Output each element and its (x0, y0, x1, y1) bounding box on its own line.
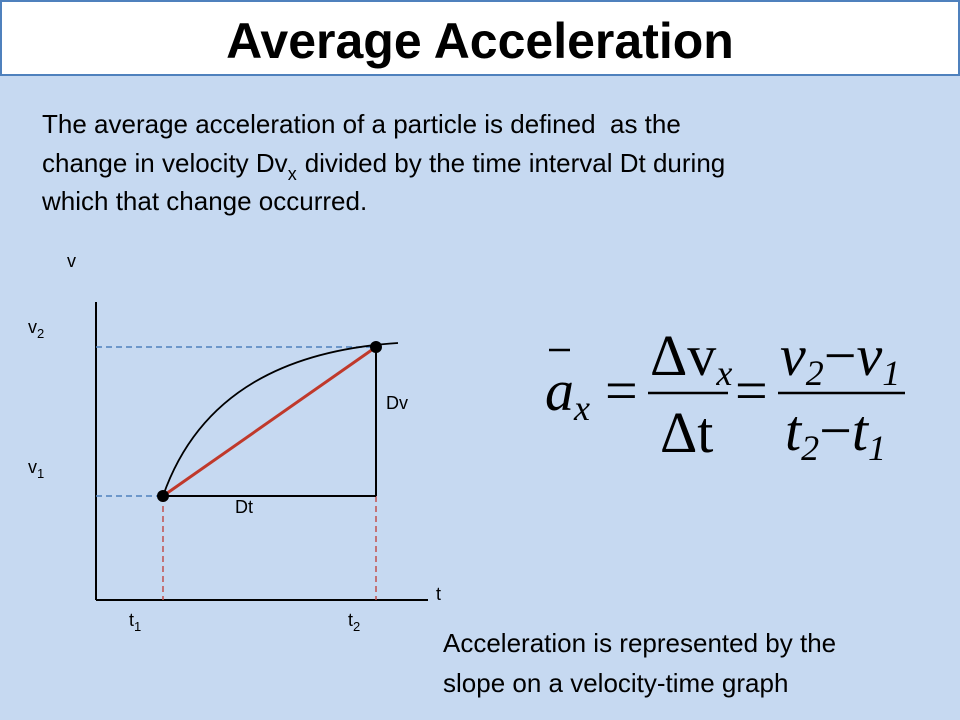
intro-line: The average acceleration of a particle i… (42, 109, 681, 139)
dv-label: Dv (386, 393, 408, 413)
point (370, 341, 382, 353)
fx-text: t (852, 398, 870, 463)
dt-label: Dt (235, 497, 253, 517)
label-sub: 2 (353, 619, 360, 634)
fx-den: t2−t1 (785, 398, 886, 468)
label-main: v (28, 457, 37, 477)
formula-lhs: ax (545, 358, 590, 428)
curve (162, 342, 399, 497)
fx-text: − (824, 323, 857, 388)
fx-sub: 1 (882, 353, 900, 393)
fx-sub: 1 (868, 428, 886, 468)
title-bar (0, 0, 960, 76)
label-main: t (348, 610, 353, 630)
fx-sub: 2 (806, 353, 824, 393)
fx-num: Δvx (650, 323, 732, 393)
caption-line: slope on a velocity-time graph (443, 668, 788, 698)
fx-text: v (856, 323, 882, 388)
v1-label: v1 (28, 457, 44, 481)
intro-text: change in velocity Dv (42, 148, 288, 178)
intro-line: change in velocity Dvx divided by the tim… (42, 148, 725, 184)
label-main: t (129, 610, 134, 630)
v2-label: v2 (28, 317, 44, 341)
label-main: v (28, 317, 37, 337)
fx-sub: 2 (801, 428, 819, 468)
fx-den: Δt (660, 400, 713, 465)
fx-text: v (780, 323, 806, 388)
t1-label: t1 (129, 610, 141, 634)
fx-sub: x (715, 353, 732, 393)
graph: v t v2 v1 t1 t2 Dv Dt (28, 251, 441, 634)
formula: ax = Δvx Δt = v2−v1 t2−t1 (545, 323, 905, 468)
t2-label: t2 (348, 610, 360, 634)
title: Average Acceleration (226, 13, 734, 69)
intro-sub: x (288, 164, 297, 184)
secant (162, 345, 377, 498)
fx-text: − (819, 398, 852, 463)
label-sub: 2 (37, 326, 44, 341)
point (157, 490, 169, 502)
fx-eq: = (735, 358, 768, 423)
caption-line: Acceleration is represented by the (443, 628, 836, 658)
label-sub: 1 (37, 466, 44, 481)
fx-num: v2−v1 (780, 323, 900, 393)
fx-text: a (545, 358, 574, 423)
fx-text: Δv (650, 323, 716, 388)
fx-sub: x (573, 388, 590, 428)
fx-eq: = (605, 358, 638, 423)
v-axis-label: v (67, 251, 76, 271)
t-axis-label: t (436, 584, 441, 604)
label-sub: 1 (134, 619, 141, 634)
intro-text: divided by the time interval Dt during (305, 148, 726, 178)
fx-text: t (785, 398, 803, 463)
intro-line: which that change occurred. (41, 186, 367, 216)
